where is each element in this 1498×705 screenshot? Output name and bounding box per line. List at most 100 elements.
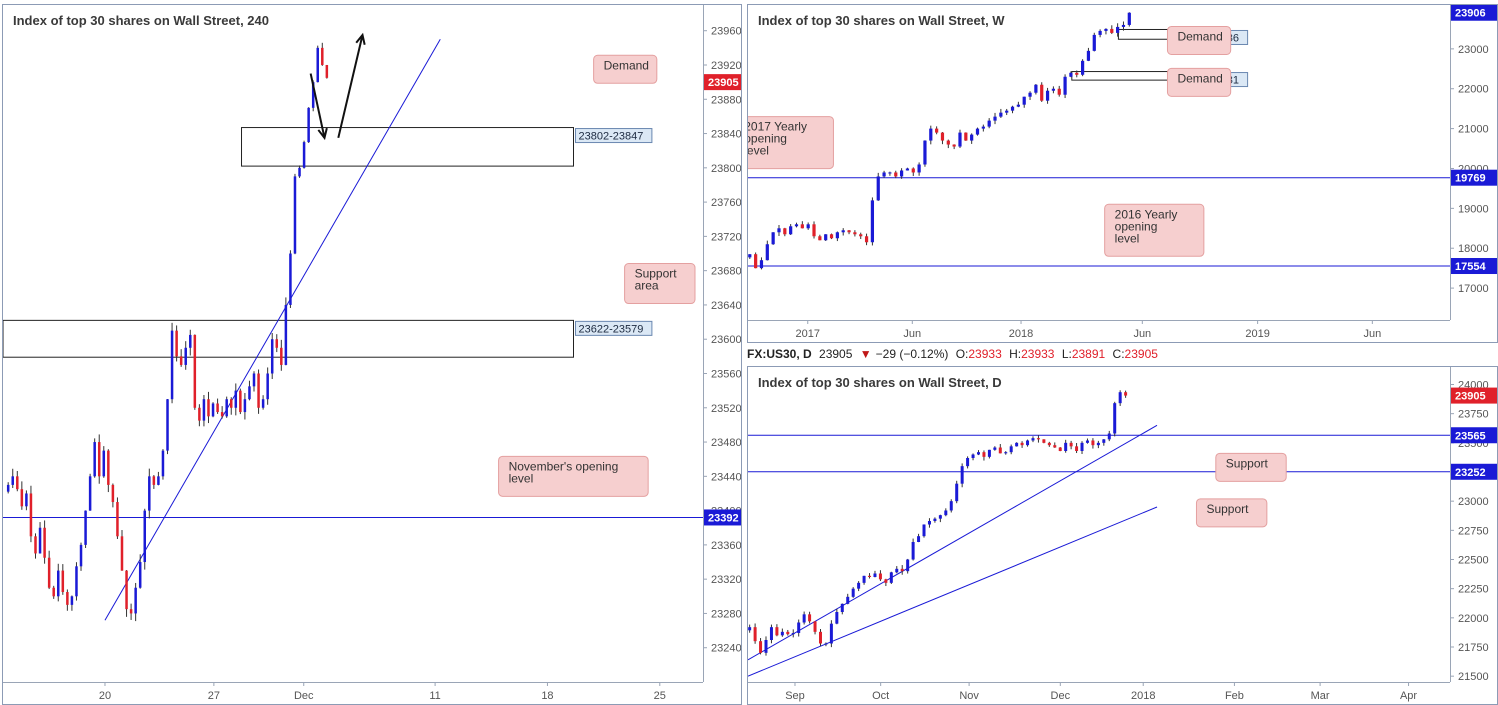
candle xyxy=(275,334,279,353)
candle-body xyxy=(905,168,910,171)
candle xyxy=(1045,87,1050,104)
price-badge: 23905 xyxy=(704,74,741,91)
candle xyxy=(900,565,904,575)
callout-text: Demand xyxy=(1177,29,1222,43)
price-badge-text: 23905 xyxy=(708,77,739,89)
candle xyxy=(125,570,128,617)
candle xyxy=(243,393,247,420)
y-tick-label: 22000 xyxy=(1458,84,1489,96)
candle-body xyxy=(960,466,964,484)
candle xyxy=(853,230,857,237)
y-tick-label: 23840 xyxy=(711,129,742,141)
candle-body xyxy=(1040,84,1044,101)
candle-body xyxy=(79,544,83,567)
candle-body xyxy=(298,167,301,177)
h4-chart-canvas[interactable]: 2324023280233202336023400234402348023520… xyxy=(3,5,742,705)
x-tick-label: 25 xyxy=(654,690,666,702)
candle-body xyxy=(829,234,834,239)
candle xyxy=(284,297,288,366)
low-label: L: xyxy=(1061,347,1072,361)
weekly-chart-panel[interactable]: 17000 18000 19000 20000 21000 22000 23000 2017 J… xyxy=(747,4,1498,343)
candle xyxy=(981,124,985,132)
candle-body xyxy=(97,442,101,477)
price-badge-text: 19769 xyxy=(1455,173,1486,185)
candle-body xyxy=(783,228,787,235)
candle-body xyxy=(20,489,24,507)
candle-body xyxy=(829,623,833,644)
candle xyxy=(783,227,787,237)
candle xyxy=(998,444,1002,454)
candle xyxy=(1080,59,1085,77)
candle-body xyxy=(981,126,985,129)
h4-chart-panel[interactable]: 2324023280233202336023400234402348023520… xyxy=(2,4,742,705)
candle-body xyxy=(824,643,828,645)
callout-text: 2016 Yearly xyxy=(1115,207,1178,221)
candle xyxy=(769,624,773,644)
callout-box xyxy=(593,54,658,84)
candle-body xyxy=(993,447,997,450)
candle-body xyxy=(57,570,60,597)
daily-chart-canvas[interactable]: 2150021750220002225022500227502300023250… xyxy=(748,367,1498,705)
candle xyxy=(75,562,78,601)
zone-label: 23802-23847 xyxy=(575,128,653,144)
candle xyxy=(1058,447,1062,452)
candle xyxy=(748,254,752,259)
candle-body xyxy=(876,176,880,201)
candle-body xyxy=(270,339,274,374)
candle xyxy=(911,538,915,561)
candle-body xyxy=(1116,26,1120,33)
candle xyxy=(868,573,872,579)
candle-body xyxy=(835,232,839,239)
candle-body xyxy=(949,501,953,511)
candle-body xyxy=(911,168,915,173)
candle-body xyxy=(859,234,863,237)
candle xyxy=(878,570,882,582)
candle xyxy=(261,395,265,410)
candle xyxy=(857,581,861,592)
candle xyxy=(1047,441,1051,447)
candle xyxy=(239,388,242,415)
candle-body xyxy=(1010,106,1015,111)
candle xyxy=(960,463,964,488)
candle-body xyxy=(857,582,861,589)
candle-body xyxy=(748,254,752,258)
candle xyxy=(923,140,927,167)
y-tick-label: 22750 xyxy=(1458,525,1489,537)
candle xyxy=(1096,440,1100,449)
x-tick-label: 2018 xyxy=(1131,690,1155,702)
candle-body xyxy=(293,176,297,254)
candle-body xyxy=(1080,60,1085,75)
daily-chart-panel[interactable]: 2150021750220002225022500227502300023250… xyxy=(747,366,1498,705)
symbol-label[interactable]: FX:US30, D xyxy=(747,347,812,361)
candle-body xyxy=(794,224,799,227)
callout-text: Support xyxy=(635,267,678,281)
candle xyxy=(771,232,775,245)
candle xyxy=(1110,25,1114,35)
candle xyxy=(899,168,904,179)
candle-body xyxy=(116,502,119,537)
candle xyxy=(987,449,991,459)
candle xyxy=(307,107,310,143)
callout-text: Demand xyxy=(1177,71,1222,85)
price-badge-text: 23252 xyxy=(1455,467,1486,479)
y-tick-label: 23960 xyxy=(711,26,742,38)
low-value: 23891 xyxy=(1071,347,1106,361)
price-badge-text: 23565 xyxy=(1455,430,1486,442)
candle xyxy=(266,367,269,405)
candle-body xyxy=(125,570,128,610)
candle-body xyxy=(1047,442,1051,446)
h4-chart-title: Index of top 30 shares on Wall Street, 2… xyxy=(13,13,269,28)
y-tick-label: 23750 xyxy=(1458,409,1489,421)
candle xyxy=(808,611,812,624)
x-tick-label: Jun xyxy=(1363,328,1381,340)
daily-chart-title: Index of top 30 shares on Wall Street, D xyxy=(758,375,1002,390)
callout-box xyxy=(1166,25,1232,55)
candle xyxy=(280,339,283,371)
callout-text: area xyxy=(635,279,659,293)
callout-text: opening xyxy=(1115,219,1158,233)
candle xyxy=(999,108,1003,118)
candle xyxy=(1016,101,1020,108)
candle-body xyxy=(975,128,980,135)
